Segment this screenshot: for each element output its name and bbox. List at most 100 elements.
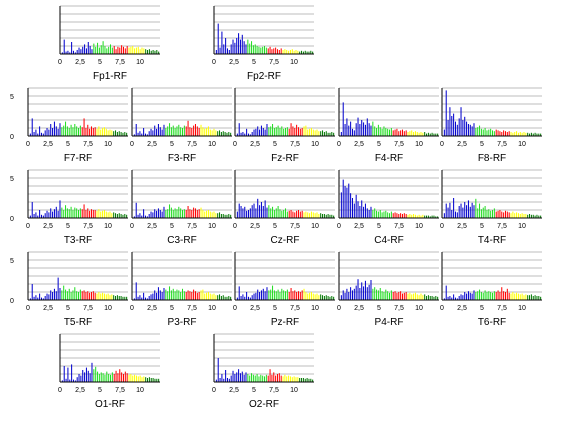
- bar: [490, 210, 492, 218]
- bar: [416, 294, 418, 300]
- bar: [240, 132, 242, 136]
- x-tick-label: 7,5: [497, 141, 507, 148]
- bar: [312, 379, 314, 382]
- bar: [407, 293, 409, 300]
- x-tick-label: 7,5: [290, 141, 300, 148]
- bar: [260, 290, 262, 300]
- x-tick-label: 0: [212, 59, 216, 66]
- panel-p3-rf: 0 2,5 5 7,5 10 P3-RF: [130, 251, 232, 328]
- bar: [414, 131, 416, 136]
- bar: [469, 206, 471, 218]
- bar: [281, 288, 283, 300]
- bar: [247, 296, 249, 300]
- bar: [527, 214, 529, 218]
- bar: [277, 206, 279, 218]
- bar: [193, 125, 195, 136]
- bar: [111, 213, 113, 218]
- bar: [55, 291, 57, 300]
- bar: [154, 125, 156, 136]
- bar: [329, 296, 331, 300]
- bar: [301, 128, 303, 136]
- bar: [411, 294, 413, 300]
- bar: [61, 52, 63, 54]
- bar: [482, 129, 484, 136]
- bar: [447, 207, 449, 218]
- bar: [42, 133, 44, 136]
- bar: [106, 48, 108, 54]
- bar: [416, 215, 418, 218]
- bar: [42, 215, 44, 218]
- bar: [146, 298, 148, 300]
- x-tick-label: 2,5: [229, 387, 239, 394]
- bar: [447, 296, 449, 300]
- bar: [534, 132, 536, 136]
- bar: [141, 215, 143, 218]
- bar: [79, 125, 81, 136]
- bar: [39, 126, 41, 136]
- bar: [63, 285, 65, 300]
- bar: [414, 214, 416, 218]
- bar: [517, 132, 519, 136]
- bar: [59, 200, 61, 218]
- bar: [394, 291, 396, 300]
- bar: [241, 371, 243, 382]
- bar: [268, 205, 270, 218]
- bar: [67, 50, 69, 54]
- panel-f4-rf: 0 2,5 5 7,5 10 F4-RF: [337, 87, 439, 164]
- bar: [81, 291, 83, 300]
- bar: [355, 123, 357, 136]
- bar: [69, 52, 71, 54]
- bar: [226, 378, 228, 382]
- bar: [225, 38, 227, 54]
- bar: [435, 133, 437, 136]
- bar: [351, 198, 353, 218]
- x-tick-label: 5: [273, 223, 277, 230]
- bar: [223, 378, 225, 382]
- bar: [361, 120, 363, 136]
- bar: [376, 289, 378, 300]
- bar: [353, 130, 355, 136]
- bar: [85, 210, 87, 218]
- bar: [61, 380, 63, 382]
- bar: [469, 292, 471, 300]
- bar: [482, 207, 484, 218]
- bar: [403, 213, 405, 218]
- bar: [276, 49, 278, 54]
- bar: [302, 378, 304, 382]
- bar: [146, 216, 148, 218]
- bar: [366, 208, 368, 218]
- bar: [152, 293, 154, 300]
- bar: [401, 214, 403, 218]
- bar: [306, 51, 308, 54]
- bar: [180, 208, 182, 218]
- bar: [220, 296, 222, 300]
- bar: [286, 376, 288, 382]
- bar: [176, 289, 178, 300]
- bar: [105, 128, 107, 136]
- bar: [251, 373, 253, 382]
- bar: [234, 374, 236, 382]
- bar: [255, 208, 257, 218]
- bar: [361, 200, 363, 218]
- bar: [499, 131, 501, 136]
- bar: [144, 133, 146, 136]
- bar: [187, 120, 189, 136]
- bar: [109, 295, 111, 300]
- bar: [377, 211, 379, 218]
- bar: [103, 127, 105, 136]
- bar: [52, 292, 54, 300]
- bar: [145, 377, 147, 382]
- bar: [431, 215, 433, 218]
- x-tick-label: 0: [440, 305, 444, 312]
- bar: [33, 214, 35, 218]
- bar: [172, 125, 174, 136]
- bar: [172, 210, 174, 218]
- bar: [385, 289, 387, 300]
- bar: [156, 50, 158, 54]
- bar: [506, 132, 508, 136]
- panel-f8-rf: 0 2,5 5 7,5 10 F8-RF: [440, 87, 542, 164]
- bar: [477, 208, 479, 218]
- bar: [346, 187, 348, 218]
- bar: [340, 295, 342, 300]
- bar: [282, 50, 284, 54]
